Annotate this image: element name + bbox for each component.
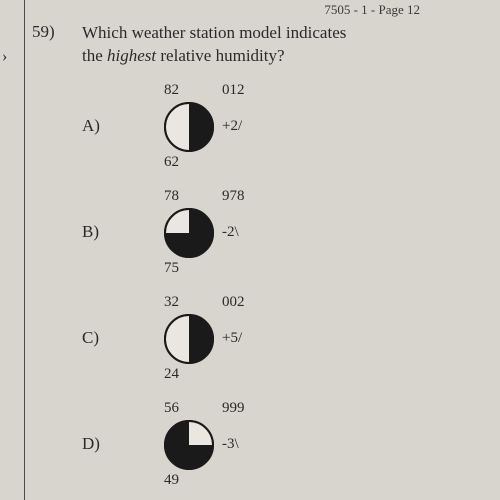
cloud-cover-circle	[164, 314, 214, 364]
station-pressure-tendency: +2/	[222, 118, 242, 135]
station-pressure: 002	[222, 294, 245, 311]
question-text: Which weather station model indicates th…	[82, 22, 470, 68]
margin-arrow: ›	[2, 48, 7, 66]
page-header: 7505 - 1 - Page 12	[324, 2, 420, 18]
question-line2-pre: the	[82, 46, 107, 65]
cloud-cover-circle	[164, 420, 214, 470]
station-pressure: 999	[222, 400, 245, 417]
question-line1: Which weather station model indicates	[82, 23, 346, 42]
station-pressure-tendency: -2\	[222, 224, 239, 241]
cloud-cover-circle	[164, 102, 214, 152]
station-dewpoint: 62	[164, 154, 179, 171]
station-temperature: 78	[164, 188, 179, 205]
cloud-cover-circle	[164, 208, 214, 258]
station-temperature: 82	[164, 82, 179, 99]
station-temperature: 56	[164, 400, 179, 417]
station-dewpoint: 24	[164, 366, 179, 383]
option-letter: D)	[82, 434, 100, 454]
left-margin-rule	[24, 0, 25, 500]
station-pressure-tendency: +5/	[222, 330, 242, 347]
question-number: 59)	[32, 22, 55, 42]
station-dewpoint: 49	[164, 472, 179, 489]
question-line2-post: relative humidity?	[156, 46, 284, 65]
station-pressure: 978	[222, 188, 245, 205]
option-letter: A)	[82, 116, 100, 136]
station-pressure: 012	[222, 82, 245, 99]
station-temperature: 32	[164, 294, 179, 311]
option-letter: B)	[82, 222, 99, 242]
station-pressure-tendency: -3\	[222, 436, 239, 453]
option-letter: C)	[82, 328, 99, 348]
question-italic: highest	[107, 46, 156, 65]
station-dewpoint: 75	[164, 260, 179, 277]
